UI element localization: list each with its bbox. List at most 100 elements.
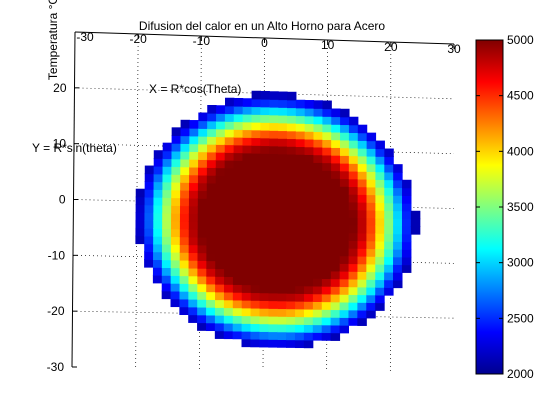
heat-cell — [366, 271, 376, 280]
heat-cell — [197, 291, 207, 300]
heat-cell — [153, 196, 163, 206]
heat-cell — [197, 275, 207, 285]
heat-cell — [197, 197, 208, 207]
heat-cell — [268, 176, 279, 186]
heat-cell — [153, 181, 163, 190]
heat-cell — [232, 330, 243, 340]
heat-cell — [250, 276, 261, 286]
heat-cell — [348, 263, 359, 272]
heat-cell — [286, 138, 297, 147]
heat-cell — [250, 230, 261, 239]
heat-cell — [232, 315, 243, 324]
heat-cell — [135, 227, 145, 237]
heat-cell — [215, 245, 225, 254]
heat-cell — [401, 256, 412, 266]
heat-cell — [322, 162, 332, 171]
heat-cell — [153, 189, 163, 198]
heat-cell — [286, 122, 297, 132]
heat-cell — [242, 98, 253, 107]
heat-cell — [357, 271, 367, 280]
heat-cell — [268, 168, 279, 178]
heat-cell — [206, 244, 216, 254]
heat-cell — [375, 194, 385, 204]
heat-cell — [188, 267, 198, 277]
heat-cell — [384, 264, 394, 273]
heat-cell — [295, 153, 306, 163]
heat-cell — [223, 299, 234, 309]
heat-cell — [303, 339, 314, 349]
colorbar: 5000 4500 4000 3500 3000 2500 2000 — [475, 33, 534, 381]
heat-cell — [340, 139, 350, 149]
heat-cell — [330, 247, 341, 257]
heat-cell — [340, 108, 350, 118]
heat-cell — [330, 262, 341, 272]
heat-cell — [313, 100, 323, 109]
heat-cell — [170, 228, 181, 238]
heat-cell — [269, 91, 279, 100]
heat-cell — [259, 261, 270, 270]
heat-cell — [295, 138, 306, 148]
heat-cell — [286, 262, 296, 271]
heat-cell — [233, 121, 244, 130]
heat-cell — [215, 221, 225, 231]
heat-cell — [232, 276, 243, 285]
heat-cell — [410, 226, 421, 235]
heat-cell — [393, 233, 403, 242]
heat-cell — [312, 316, 323, 326]
heat-cell — [188, 197, 199, 207]
heat-cell — [215, 175, 226, 184]
heat-cell — [242, 121, 253, 131]
heat-cell — [348, 178, 359, 187]
heat-cell — [162, 166, 172, 175]
heat-cell — [268, 315, 278, 325]
heat-cell — [179, 275, 190, 284]
heat-cell — [188, 306, 198, 316]
heat-cell — [393, 256, 403, 266]
heat-cell — [313, 247, 323, 256]
heat-cell — [321, 316, 332, 326]
heat-cell — [153, 204, 163, 214]
heat-cell — [144, 204, 154, 214]
heat-cell — [224, 198, 234, 208]
heat-cell — [251, 152, 261, 162]
heat-cell — [242, 168, 252, 177]
heat-cell — [286, 292, 296, 302]
heat-cell — [242, 237, 252, 247]
heat-cell — [215, 198, 226, 207]
heat-cell — [401, 225, 412, 235]
heat-cell — [357, 302, 367, 311]
heat-cell — [286, 99, 297, 109]
heat-cell — [331, 193, 341, 202]
heat-cell — [357, 155, 368, 165]
heat-cell — [214, 307, 225, 316]
heat-cell — [215, 237, 225, 246]
heat-cell — [197, 267, 207, 277]
heat-cell — [357, 255, 367, 265]
heat-cell — [339, 247, 350, 257]
heat-cell — [215, 229, 225, 239]
heat-cell — [260, 168, 270, 178]
heat-cell — [357, 178, 368, 188]
heat-cell — [179, 283, 189, 292]
heat-cell — [241, 276, 252, 286]
heat-cell — [259, 253, 270, 263]
colorbar-tick-label: 3500 — [507, 200, 534, 214]
heat-cell — [322, 139, 332, 148]
heat-cell — [251, 137, 261, 146]
heat-cell — [357, 170, 368, 180]
heat-cell — [384, 210, 394, 219]
heat-cell — [233, 144, 244, 154]
heat-cell — [286, 161, 297, 170]
heat-cell — [250, 245, 261, 255]
heat-cell — [286, 176, 297, 186]
heat-cell — [357, 201, 368, 211]
heat-cell — [259, 276, 270, 286]
heat-cell — [366, 263, 376, 273]
colorbar-tick-label: 5000 — [507, 33, 534, 47]
heat-cell — [242, 230, 252, 239]
heat-cell — [216, 105, 226, 114]
heat-cell — [286, 323, 296, 333]
heat-cell — [215, 128, 226, 138]
heat-cell — [153, 235, 163, 245]
heat-cell — [188, 221, 199, 230]
